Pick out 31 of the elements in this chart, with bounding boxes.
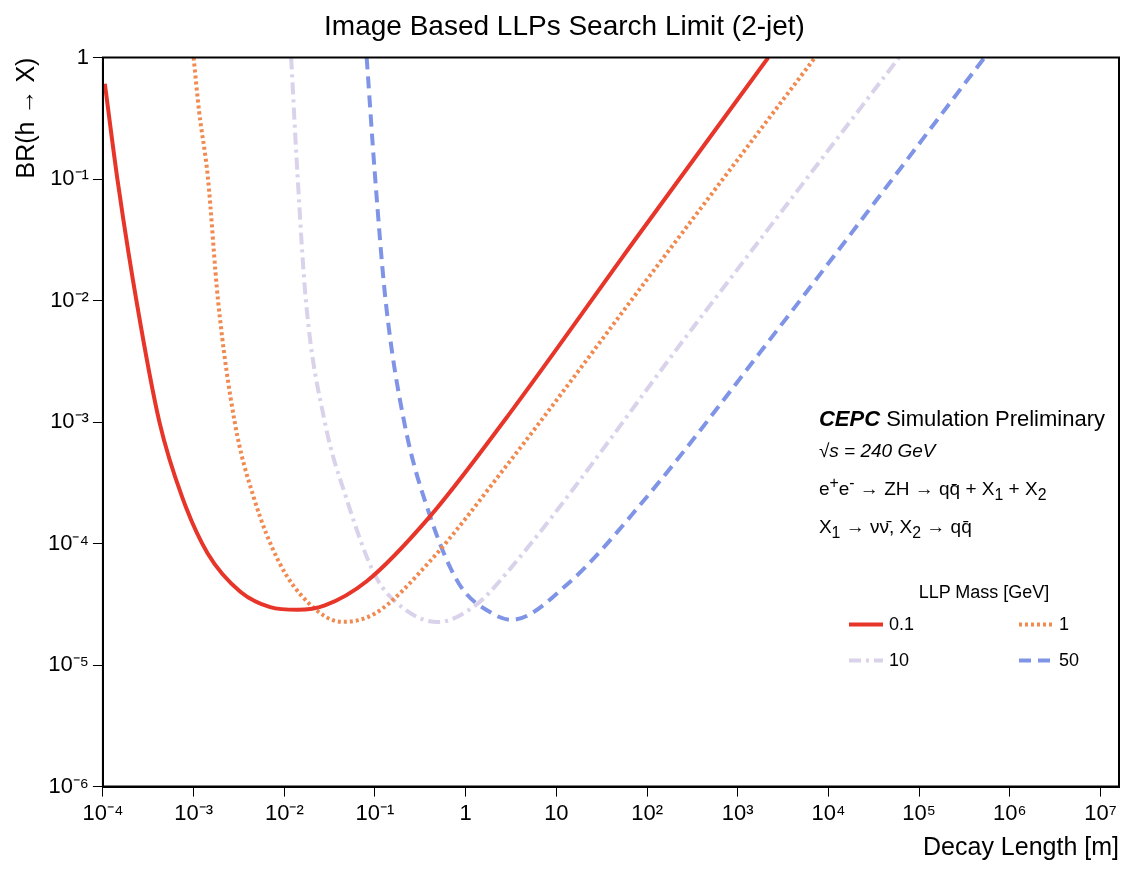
y-tick-label: 10⁻⁵ xyxy=(48,651,89,677)
x-tick-label: 10² xyxy=(631,799,663,825)
x-tick-label: 1 xyxy=(459,799,472,825)
x-tick-label: 10⁴ xyxy=(811,799,846,825)
y-tick-label: 10⁻⁴ xyxy=(47,529,89,555)
annotation: CEPC Simulation Preliminary xyxy=(818,404,1105,433)
legend-title: LLP Mass [GeV] xyxy=(918,581,1050,602)
chart-title: Image Based LLPs Search Limit (2-jet) xyxy=(324,9,805,41)
legend-label: 50 xyxy=(1059,649,1080,670)
legend-label: 10 xyxy=(889,649,910,670)
y-tick-label: 10⁻³ xyxy=(50,408,89,434)
x-tick-label: 10⁻⁴ xyxy=(82,799,124,825)
y-tick-label: 1 xyxy=(76,43,89,69)
x-tick-label: 10³ xyxy=(721,799,754,825)
annotation: e$^{+}$e$^{-}$ → ZH → qq̄ + X$_{1}$ + X$_{2}$ xyxy=(818,472,1048,505)
x-tick-label: 10 xyxy=(544,799,569,825)
x-tick-label: 10⁵ xyxy=(902,799,936,825)
x-tick-label: 10⁻³ xyxy=(174,799,214,825)
y-tick-label: 10⁻¹ xyxy=(50,165,89,191)
x-tick-label: 10⁻² xyxy=(264,799,304,825)
annotation: X$_{1}$ → νν̄, X$_{2}$ → qq̄ xyxy=(818,514,973,543)
x-axis-title: Decay Length [m] xyxy=(923,831,1119,860)
annotation: √s = 240 GeV xyxy=(818,438,938,463)
x-tick-label: 10⁻¹ xyxy=(355,799,395,825)
legend-label: 0.1 xyxy=(889,613,915,634)
legend-label: 1 xyxy=(1059,613,1070,634)
y-tick-label: 10⁻⁶ xyxy=(48,772,89,798)
x-tick-label: 10⁶ xyxy=(993,799,1027,825)
x-tick-label: 10⁷ xyxy=(1084,799,1117,825)
y-tick-label: 10⁻² xyxy=(50,286,89,312)
y-axis-title: BR(h → X) xyxy=(10,57,39,179)
